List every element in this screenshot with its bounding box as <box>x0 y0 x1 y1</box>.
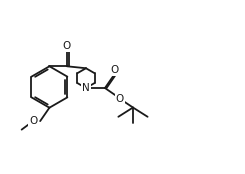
Text: N: N <box>82 83 90 93</box>
Text: O: O <box>115 94 124 104</box>
Text: O: O <box>29 116 37 126</box>
Text: O: O <box>63 41 71 51</box>
Text: O: O <box>110 65 118 76</box>
